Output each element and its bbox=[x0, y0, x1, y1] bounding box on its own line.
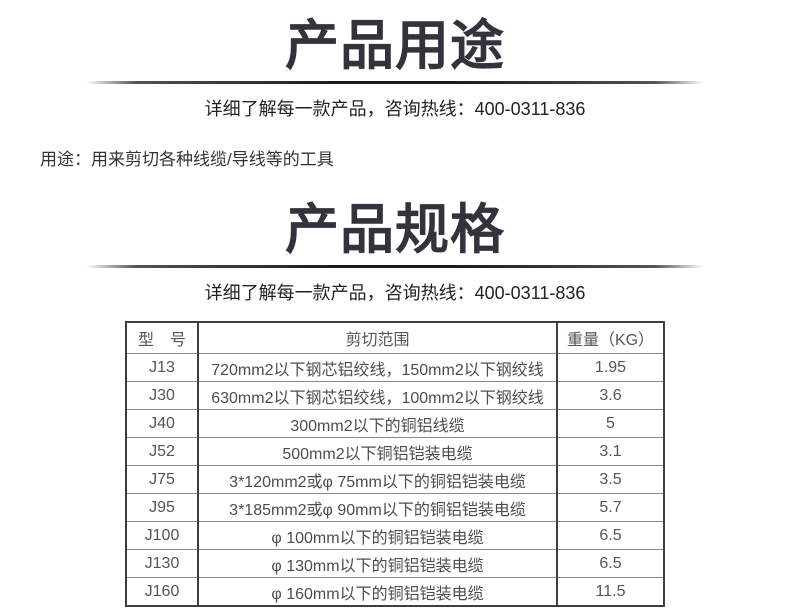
model-cell: J95 bbox=[125, 493, 199, 522]
table-row: J13 720mm2以下钢芯铝绞线，150mm2以下钢绞线 1.95 bbox=[125, 353, 665, 382]
header-row: 型 号 剪切范围 重量（KG） bbox=[125, 321, 665, 354]
table-row: J40 300mm2以下的铜铝线缆 5 bbox=[125, 409, 665, 438]
usage-section-subtitle: 详细了解每一款产品，咨询热线：400-0311-836 bbox=[204, 99, 586, 119]
model-cell: J30 bbox=[125, 381, 199, 410]
table-row: J95 3*185mm2或φ 90mm以下的铜铝铠装电缆 5.7 bbox=[125, 493, 665, 522]
usage-description-text: 用途：用来剪切各种线缆/导线等的工具 bbox=[40, 150, 334, 169]
range-cell: φ 100mm以下的铜铝铠装电缆 bbox=[197, 521, 558, 550]
specs-section-subtitle: 详细了解每一款产品，咨询热线：400-0311-836 bbox=[204, 283, 586, 303]
range-cell: 3*185mm2或φ 90mm以下的铜铝铠装电缆 bbox=[197, 493, 558, 522]
weight-cell: 1.95 bbox=[556, 353, 665, 382]
range-cell: 630mm2以下钢芯铝绞线，100mm2以下钢绞线 bbox=[197, 381, 558, 410]
weight-cell: 5 bbox=[556, 409, 665, 438]
usage-section-title: 产品用途 bbox=[285, 16, 505, 76]
header-cutting-range: 剪切范围 bbox=[197, 321, 558, 354]
weight-cell: 3.1 bbox=[556, 437, 665, 466]
model-cell: J130 bbox=[125, 549, 199, 578]
weight-cell: 5.7 bbox=[556, 493, 665, 522]
usage-title-divider bbox=[86, 81, 704, 84]
range-cell: 720mm2以下钢芯铝绞线，150mm2以下钢绞线 bbox=[197, 353, 558, 382]
model-cell: J40 bbox=[125, 409, 199, 438]
model-cell: J75 bbox=[125, 465, 199, 494]
table-row: J30 630mm2以下钢芯铝绞线，100mm2以下钢绞线 3.6 bbox=[125, 381, 665, 410]
section-product-usage: 产品用途 详细了解每一款产品，咨询热线：400-0311-836 用途：用来剪切… bbox=[0, 0, 790, 170]
model-cell: J52 bbox=[125, 437, 199, 466]
model-cell: J160 bbox=[125, 577, 199, 607]
weight-cell: 3.6 bbox=[556, 381, 665, 410]
range-cell: 500mm2以下铜铝铠装电缆 bbox=[197, 437, 558, 466]
range-cell: 3*120mm2或φ 75mm以下的铜铝铠装电缆 bbox=[197, 465, 558, 494]
spec-table: 型 号 剪切范围 重量（KG） J13 720mm2以下钢芯铝绞线，150mm2… bbox=[125, 321, 665, 607]
specs-title-divider bbox=[86, 265, 704, 268]
table-row: J52 500mm2以下铜铝铠装电缆 3.1 bbox=[125, 437, 665, 466]
table-row: J75 3*120mm2或φ 75mm以下的铜铝铠装电缆 3.5 bbox=[125, 465, 665, 494]
table-row: J160 φ 160mm以下的铜铝铠装电缆 11.5 bbox=[125, 577, 665, 607]
weight-cell: 6.5 bbox=[556, 521, 665, 550]
specs-section-title: 产品规格 bbox=[285, 200, 505, 260]
range-cell: φ 130mm以下的铜铝铠装电缆 bbox=[197, 549, 558, 578]
range-cell: φ 160mm以下的铜铝铠装电缆 bbox=[197, 577, 558, 607]
table-row: J130 φ 130mm以下的铜铝铠装电缆 6.5 bbox=[125, 549, 665, 578]
weight-cell: 6.5 bbox=[556, 549, 665, 578]
range-cell: 300mm2以下的铜铝线缆 bbox=[197, 409, 558, 438]
table-row: J100 φ 100mm以下的铜铝铠装电缆 6.5 bbox=[125, 521, 665, 550]
model-cell: J100 bbox=[125, 521, 199, 550]
weight-cell: 11.5 bbox=[556, 577, 665, 607]
spec-table-body: J13 720mm2以下钢芯铝绞线，150mm2以下钢绞线 1.95 J30 6… bbox=[125, 353, 665, 607]
model-cell: J13 bbox=[125, 353, 199, 382]
weight-cell: 3.5 bbox=[556, 465, 665, 494]
spec-table-header: 型 号 剪切范围 重量（KG） bbox=[125, 321, 665, 354]
section-product-specs: 产品规格 详细了解每一款产品，咨询热线：400-0311-836 型 号 剪切范… bbox=[0, 170, 790, 607]
header-weight: 重量（KG） bbox=[556, 321, 665, 354]
header-model: 型 号 bbox=[125, 321, 199, 354]
